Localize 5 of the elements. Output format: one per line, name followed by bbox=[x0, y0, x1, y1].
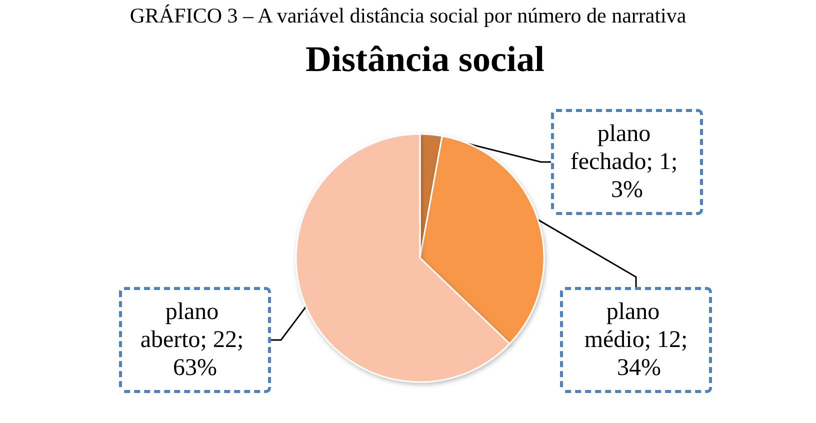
slice-label: plano médio; 12; 34% bbox=[584, 299, 688, 381]
slice-label: plano aberto; 22; 63% bbox=[140, 299, 250, 381]
chart-title: Distância social bbox=[306, 39, 544, 79]
text: GRÁFICO 3 – A variável distância social por número de narrativa bbox=[130, 4, 687, 28]
slice-label: plano fechado; 1; 3% bbox=[570, 121, 684, 203]
